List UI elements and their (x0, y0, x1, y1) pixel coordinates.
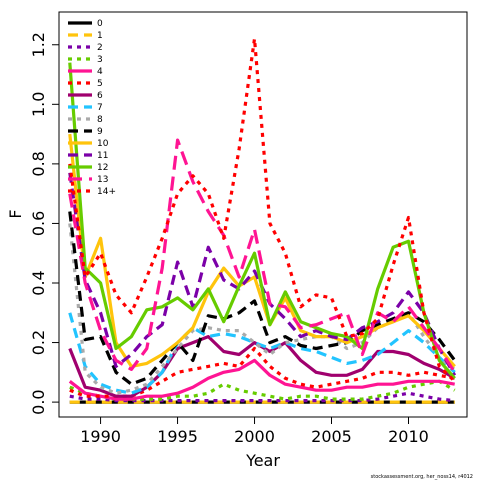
legend-label: 6 (97, 91, 103, 101)
legend-label: 11 (97, 151, 108, 161)
plot-frame (58, 11, 468, 418)
legend-label: 9 (97, 127, 103, 137)
series-line-10 (68, 133, 456, 368)
y-tick-label: 0.4 (29, 270, 48, 295)
legend-label: 10 (97, 139, 109, 149)
y-tick-label: 1.2 (29, 32, 48, 57)
legend-label: 8 (97, 115, 103, 125)
legend-label: 7 (97, 103, 103, 113)
series-line-14plus (68, 37, 456, 383)
legend-label: 2 (97, 43, 103, 53)
credit-text: stockassessment.org, her_noss14, r4012 (371, 474, 473, 480)
y-tick-label: 0.8 (29, 151, 48, 176)
x-tick-label: 1990 (80, 427, 121, 446)
series-line-7 (68, 312, 456, 395)
y-tick-label: 0.6 (29, 211, 48, 236)
legend-label: 5 (97, 79, 103, 89)
legend-label: 0 (97, 19, 103, 29)
y-tick-label: 1.0 (29, 92, 48, 117)
legend-label: 4 (97, 67, 103, 77)
legend-label: 13 (97, 175, 108, 185)
y-tick-label: 0.0 (29, 389, 48, 414)
series-line-4 (68, 358, 455, 401)
legend-label: 12 (97, 163, 108, 173)
series-line-12 (68, 62, 456, 380)
series-line-9 (68, 211, 456, 386)
axis-layer: 1990 1995 2000 2005 2010 0.0 0.2 0.4 0.6 0.8 1.0 1.… (29, 32, 429, 446)
legend-label: 3 (97, 55, 103, 65)
x-axis-title: Year (245, 451, 280, 470)
x-tick-label: 2005 (311, 427, 352, 446)
y-axis-title: F (6, 209, 25, 218)
x-tick-label: 2000 (234, 427, 275, 446)
series-layer (68, 37, 457, 404)
y-tick-label: 0.2 (29, 330, 48, 355)
series-line-13 (68, 138, 457, 374)
x-tick-label: 2010 (388, 427, 429, 446)
legend-label: 14+ (97, 187, 116, 197)
x-tick-label: 1995 (157, 427, 198, 446)
legend-label: 1 (97, 31, 103, 41)
